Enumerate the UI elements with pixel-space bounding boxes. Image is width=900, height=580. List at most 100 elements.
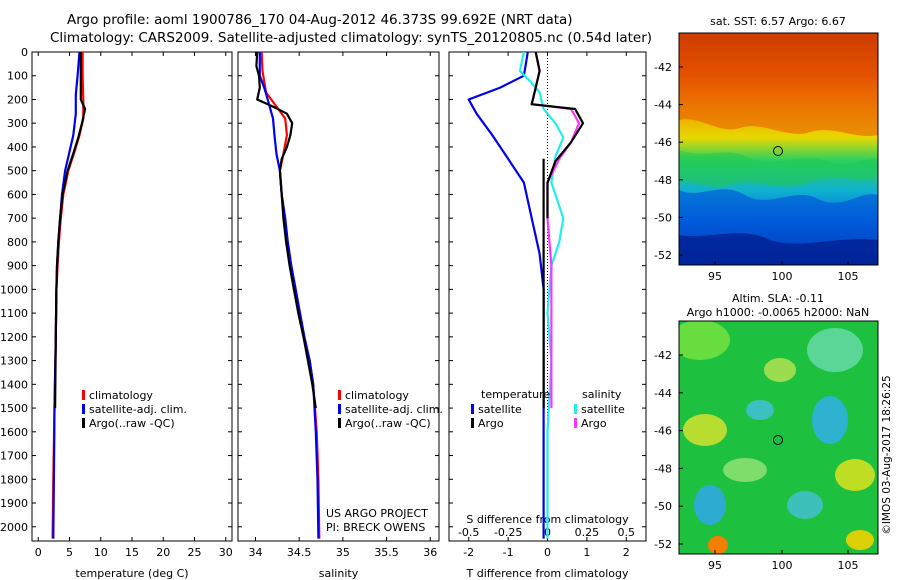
y-tick-label: 1400 [0,378,28,391]
sla-map-title-line1: Altim. SLA: -0.11 [732,292,824,305]
y-tick-label: 1700 [0,450,28,463]
map-y-tick-label: -48 [654,462,672,475]
legend-label: climatology [89,389,153,402]
difference-panel: -2 -1 0 1 2 T difference from climatology -0.5… [448,51,647,580]
y-tick-label: 2000 [0,521,28,534]
plot-frame [237,51,440,542]
map-y-tick-label: -48 [654,174,672,187]
map-y-tick-label: -44 [654,387,672,400]
legend-label: Argo [478,417,504,430]
y-tick-label: 1900 [0,497,28,510]
x-tick-label: 2 [623,546,630,559]
y-tick-label: 800 [7,236,28,249]
series-line-argo-black- [530,51,585,219]
map-x-tick-label: 100 [772,270,793,283]
map-y-tick-label: -50 [654,500,672,513]
y-tick-label: 1100 [0,307,28,320]
y-tick-label: 1500 [0,402,28,415]
sla-blob [812,396,848,444]
sla-map-title-line2: Argo h1000: -0.0065 h2000: NaN [687,306,870,319]
x-tick-label: 5 [66,546,73,559]
legend-swatch [338,418,341,428]
map-x-tick-label: 105 [838,270,859,283]
x-tick-label-sal: -0.25 [494,526,522,539]
plot-frame [31,51,233,542]
sla-blob [835,459,875,491]
legend-title: salinity [582,388,622,401]
x-tick-label-sal: 0.5 [618,526,636,539]
x-tick-label-sal: 0.25 [575,526,600,539]
x-tick-label-sal: -0.5 [458,526,479,539]
sla-blob [679,321,730,360]
y-tick-label: 1200 [0,331,28,344]
side-stamp: ©IMOS 03-Aug-2017 18:26:25 [881,375,893,534]
y-tick-label: 1000 [0,283,28,296]
legend-swatch [338,390,341,400]
x-axis-label: salinity [319,567,359,580]
map-x-tick-label: 95 [708,270,722,283]
x-tick-label: 0 [544,546,551,559]
x-axis-label: temperature (deg C) [75,567,188,580]
x-tick-label: 36 [423,546,437,559]
temperature-panel: 0100200300400500600700800900100011001200… [0,46,233,580]
legend-label: Argo(..raw -QC) [89,417,175,430]
legend-swatch [471,418,474,428]
legend-swatch [82,418,85,428]
x-tick-label: 34 [248,546,262,559]
pi-note-line2: PI: BRECK OWENS [326,521,425,534]
legend-label: satellite [478,403,522,416]
sla-blob [746,400,774,420]
sla-blob [787,491,823,519]
figure-title-line1: Argo profile: aoml 1900786_170 04-Aug-20… [67,12,573,28]
y-tick-label: 700 [7,212,28,225]
sla-blob [807,328,863,372]
legend-swatch [574,418,577,428]
sla-map-panel: Altim. SLA: -0.11 Argo h1000: -0.0065 h2… [654,292,879,572]
x-tick-label: 0 [35,546,42,559]
legend-label: Argo(..raw -QC) [345,417,431,430]
sla-blob [708,536,728,554]
y-tick-label: 200 [7,93,28,106]
y-tick-label: 1300 [0,355,28,368]
x-tick-label: -2 [463,546,474,559]
x-tick-label: 35 [336,546,350,559]
argo-position-marker-sla [773,435,783,445]
y-tick-label: 1800 [0,473,28,486]
map-y-tick-label: -50 [654,211,672,224]
map-y-tick-label: -46 [654,425,672,438]
sst-green-band [679,150,878,187]
sla-blob [683,414,727,446]
x-tick-label: -1 [503,546,514,559]
map-y-tick-label: -52 [654,538,672,551]
x-tick-label: 1 [583,546,590,559]
y-tick-label: 900 [7,260,28,273]
series-line-argo-raw-qc- [255,51,317,409]
legend-label: satellite-adj. clim. [345,403,443,416]
legend-swatch [82,390,85,400]
series-line-argo-raw-qc- [54,52,87,409]
legend-swatch [82,404,85,414]
y-tick-label: 300 [7,117,28,130]
map-y-tick-label: -52 [654,249,672,262]
legend-swatch [471,404,474,414]
map-y-tick-label: -42 [654,61,672,74]
x-axis-label: T difference from climatology [466,567,629,580]
y-tick-label: 100 [7,70,28,83]
legend-label: satellite-adj. clim. [89,403,187,416]
sla-blob [846,530,874,550]
map-x-tick-label: 105 [838,559,859,572]
legend-title: temperature [481,388,550,401]
sst-map-title: sat. SST: 6.57 Argo: 6.67 [710,15,846,28]
argo-position-marker [773,146,783,156]
sla-blob [764,358,796,382]
x-tick-label: 20 [156,546,170,559]
x-tick-label: 35.5 [374,546,399,559]
y-tick-label: 1600 [0,426,28,439]
x-tick-label: 15 [125,546,139,559]
y-tick-label: 400 [7,141,28,154]
y-tick-label: 600 [7,188,28,201]
legend-swatch [338,404,341,414]
sst-map-panel: sat. SST: 6.57 Argo: 6.67 -42 -44 -46 -48 -5… [654,15,879,283]
map-x-tick-label: 100 [772,559,793,572]
